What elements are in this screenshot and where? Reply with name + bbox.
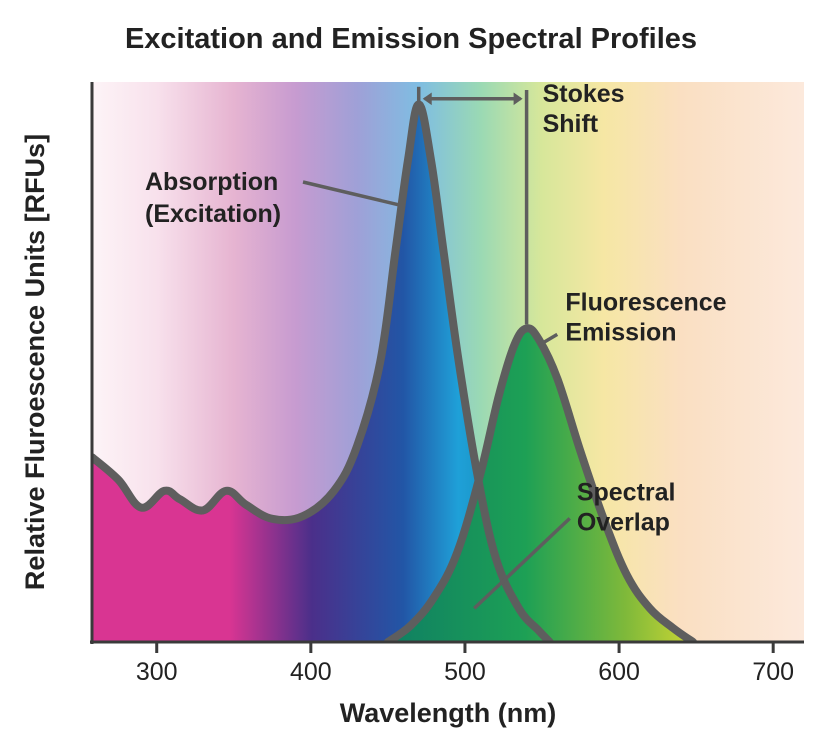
chart-title: Excitation and Emission Spectral Profile… xyxy=(125,23,697,55)
chart-container: { "chart": { "type": "line", "title": "E… xyxy=(0,0,822,752)
y-axis-label: Relative Fluroescence Units [RFUs] xyxy=(20,134,50,590)
x-tick-label: 700 xyxy=(752,658,794,686)
spectral-chart: Excitation and Emission Spectral Profile… xyxy=(0,0,822,752)
label-overlap-l2: Overlap xyxy=(577,508,670,536)
label-stokes-l1: Stokes xyxy=(543,80,625,108)
label-absorption-l2: (Excitation) xyxy=(145,200,281,228)
x-tick-label: 600 xyxy=(598,658,640,686)
label-overlap-l1: Spectral xyxy=(577,478,676,506)
x-tick-label: 400 xyxy=(290,658,332,686)
x-tick-label: 500 xyxy=(444,658,486,686)
x-tick-label: 300 xyxy=(136,658,178,686)
label-stokes-l2: Shift xyxy=(543,110,599,138)
label-fluor-l2: Emission xyxy=(565,318,676,346)
x-axis-label: Wavelength (nm) xyxy=(340,698,557,728)
label-absorption-l1: Absorption xyxy=(145,168,278,196)
label-fluor-l1: Fluorescence xyxy=(565,288,726,316)
